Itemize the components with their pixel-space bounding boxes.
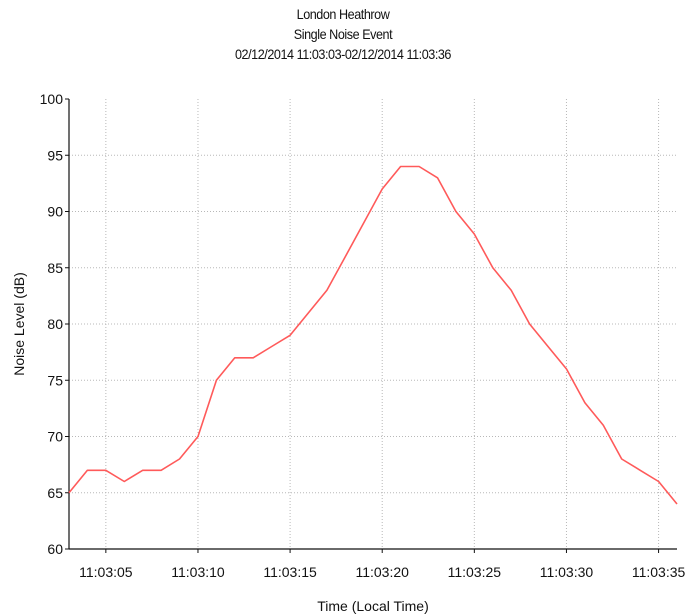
data-point bbox=[68, 492, 70, 494]
x-tick-label: 11:03:25 bbox=[448, 564, 502, 580]
x-axis-title: Time (Local Time) bbox=[317, 598, 429, 614]
chart-title-block: London Heathrow Single Noise Event 02/12… bbox=[0, 4, 686, 64]
data-point bbox=[216, 379, 218, 381]
data-point bbox=[123, 481, 125, 483]
x-tick-label: 11:03:15 bbox=[263, 564, 317, 580]
data-point bbox=[400, 166, 402, 168]
y-tick-label: 75 bbox=[47, 372, 63, 388]
data-point bbox=[437, 177, 439, 179]
data-point bbox=[381, 188, 383, 190]
y-tick-label: 60 bbox=[47, 541, 63, 557]
x-tick-label: 11:03:05 bbox=[79, 564, 133, 580]
data-point bbox=[289, 334, 291, 336]
data-point bbox=[197, 436, 199, 438]
data-point bbox=[308, 312, 310, 314]
y-axis-title: Noise Level (dB) bbox=[11, 272, 27, 376]
x-tick-label: 11:03:10 bbox=[171, 564, 225, 580]
y-tick-label: 85 bbox=[47, 260, 63, 276]
data-point bbox=[234, 357, 236, 359]
data-point bbox=[142, 469, 144, 471]
data-point bbox=[566, 368, 568, 370]
y-tick-label: 70 bbox=[47, 429, 63, 445]
data-point bbox=[252, 357, 254, 359]
data-point bbox=[510, 289, 512, 291]
x-tick-label: 11:03:20 bbox=[355, 564, 409, 580]
data-point bbox=[621, 458, 623, 460]
data-point bbox=[160, 469, 162, 471]
data-point bbox=[584, 402, 586, 404]
data-point bbox=[326, 289, 328, 291]
data-point bbox=[179, 458, 181, 460]
data-point bbox=[547, 346, 549, 348]
y-tick-label: 80 bbox=[47, 316, 63, 332]
y-tick-label: 90 bbox=[47, 204, 63, 220]
chart-subtitle: Single Noise Event bbox=[293, 26, 393, 42]
data-point bbox=[87, 469, 89, 471]
data-point bbox=[676, 503, 678, 505]
noise-level-series-line bbox=[68, 165, 678, 505]
y-tick-label: 65 bbox=[47, 485, 63, 501]
y-tick-label: 100 bbox=[40, 91, 64, 107]
data-point bbox=[639, 469, 641, 471]
data-point bbox=[418, 166, 420, 168]
x-tick-label: 11:03:35 bbox=[632, 564, 686, 580]
data-point bbox=[455, 211, 457, 213]
chart-title: London Heathrow bbox=[296, 6, 390, 22]
chart-period: 02/12/2014 11:03:03-02/12/2014 11:03:36 bbox=[235, 46, 451, 62]
data-point bbox=[271, 346, 273, 348]
data-point bbox=[529, 323, 531, 325]
data-point bbox=[345, 256, 347, 258]
y-tick-label: 95 bbox=[47, 147, 63, 163]
data-point bbox=[492, 267, 494, 269]
data-point bbox=[105, 469, 107, 471]
data-point bbox=[658, 481, 660, 483]
data-point bbox=[363, 222, 365, 224]
data-point bbox=[603, 424, 605, 426]
x-tick-label: 11:03:30 bbox=[540, 564, 594, 580]
data-point bbox=[474, 233, 476, 235]
